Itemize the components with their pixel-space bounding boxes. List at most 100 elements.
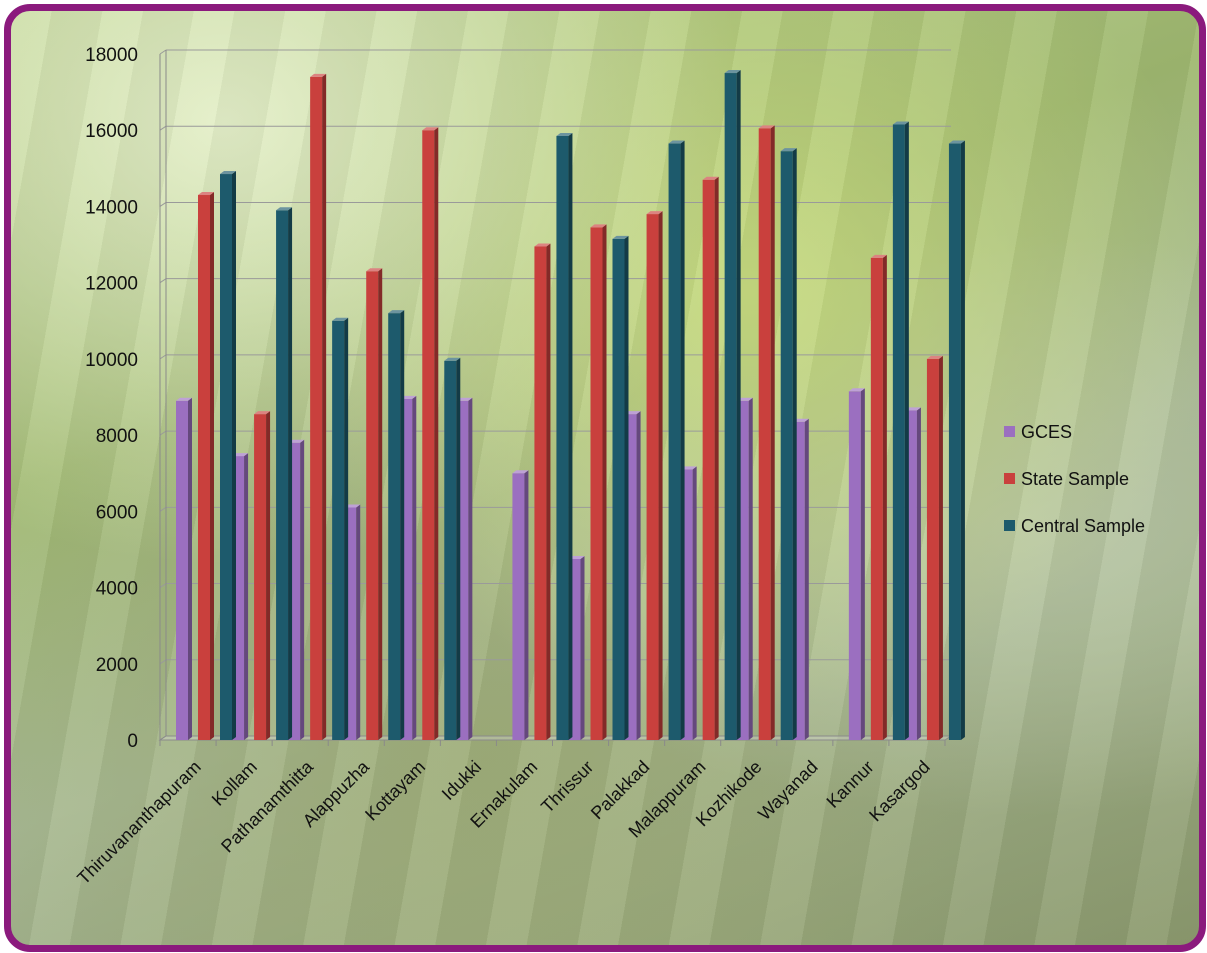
bar xyxy=(534,243,551,740)
y-tick-label: 6000 xyxy=(96,502,138,523)
bar-front xyxy=(176,400,188,740)
x-tick-label: Wayanad xyxy=(754,757,821,824)
bar-front xyxy=(254,414,267,740)
bar-top xyxy=(198,192,214,196)
bar xyxy=(780,148,797,740)
bar-top xyxy=(646,211,663,215)
bar-front xyxy=(646,214,659,741)
bar xyxy=(702,176,719,740)
bar-front xyxy=(892,124,905,740)
bar-side xyxy=(658,211,663,741)
bar-top xyxy=(948,140,965,144)
bar-side xyxy=(602,224,607,741)
bar-front xyxy=(556,135,569,740)
y-tick-label: 12000 xyxy=(85,274,138,295)
bar-front xyxy=(198,195,210,740)
chart-frame xyxy=(4,4,1206,952)
x-tick-label: Kannur xyxy=(823,757,878,812)
bar-top xyxy=(926,355,943,359)
bar xyxy=(556,132,573,740)
bar-side xyxy=(434,127,439,740)
bar-side xyxy=(412,395,417,740)
bar-side xyxy=(714,176,719,740)
gridline-depth xyxy=(159,278,167,284)
bar-top xyxy=(792,418,809,422)
bar-side xyxy=(680,140,685,741)
series-state-sample xyxy=(198,73,943,741)
bar-front xyxy=(780,151,793,740)
bar xyxy=(892,121,909,740)
gridline-depth xyxy=(159,430,167,436)
bar-side xyxy=(904,121,909,740)
legend-label: Central Sample xyxy=(1021,516,1145,536)
x-tick-label: Thiruvananthapuram xyxy=(73,757,205,889)
bar xyxy=(870,254,887,740)
bar-front xyxy=(534,246,547,740)
gridline-depth xyxy=(159,659,167,665)
gridline-depth xyxy=(159,506,167,512)
bar xyxy=(444,357,461,740)
bar-side xyxy=(266,411,271,740)
bar xyxy=(198,192,214,740)
bar-side xyxy=(736,70,741,741)
bar-top xyxy=(422,127,439,131)
bar xyxy=(724,70,741,741)
bar-side xyxy=(916,407,921,740)
bar-top xyxy=(276,207,293,211)
gridline-depth xyxy=(159,202,167,207)
bar-side xyxy=(568,132,573,740)
x-tick-label: Idukki xyxy=(438,757,485,804)
legend-label: State Sample xyxy=(1021,469,1129,489)
y-tick-label: 4000 xyxy=(96,579,138,600)
bar-side xyxy=(882,254,887,740)
bar-top xyxy=(680,466,697,470)
bar-front xyxy=(926,358,939,740)
legend-item: GCES xyxy=(1004,422,1072,442)
gridline-depth xyxy=(159,583,167,588)
y-tick-label: 2000 xyxy=(96,655,138,676)
bar xyxy=(590,224,607,741)
x-tick-label: Kasargod xyxy=(865,757,934,826)
bar-front xyxy=(310,76,323,740)
bar-front xyxy=(220,174,232,741)
bar-front xyxy=(724,73,737,741)
gridline-depth xyxy=(159,49,167,55)
bar-top xyxy=(556,132,573,136)
bar-top xyxy=(904,407,921,411)
bar xyxy=(422,127,439,740)
bar xyxy=(176,397,192,740)
bar-front xyxy=(422,130,435,740)
bar-top xyxy=(332,317,349,321)
legend-item: State Sample xyxy=(1004,469,1129,489)
bar-top xyxy=(668,140,685,144)
bar-top xyxy=(702,176,719,180)
bar-side xyxy=(400,310,405,740)
y-tick-label: 16000 xyxy=(85,121,138,142)
gridline-depth xyxy=(159,125,167,131)
bar xyxy=(512,470,529,740)
bar-side xyxy=(456,357,461,740)
bar-side xyxy=(748,397,753,740)
legend-swatch xyxy=(1004,520,1015,531)
bar-top xyxy=(780,148,797,152)
bar-side xyxy=(860,388,865,740)
legend-swatch xyxy=(1004,426,1015,437)
bar-front xyxy=(388,313,401,740)
bar-side xyxy=(356,504,361,740)
bar-front xyxy=(702,179,715,740)
bar-top xyxy=(232,453,249,457)
bar-side xyxy=(244,453,249,740)
bar-side xyxy=(624,235,629,741)
bar-top xyxy=(724,70,741,74)
bar-side xyxy=(300,439,305,740)
bar-top xyxy=(344,504,361,508)
bar-top xyxy=(590,224,607,228)
bar-side xyxy=(770,125,775,741)
bar-top xyxy=(288,439,305,443)
bar-top xyxy=(624,411,641,415)
bar-side xyxy=(580,555,585,740)
bar-top xyxy=(388,310,405,314)
bar-side xyxy=(804,418,809,740)
bar-side xyxy=(232,171,236,741)
